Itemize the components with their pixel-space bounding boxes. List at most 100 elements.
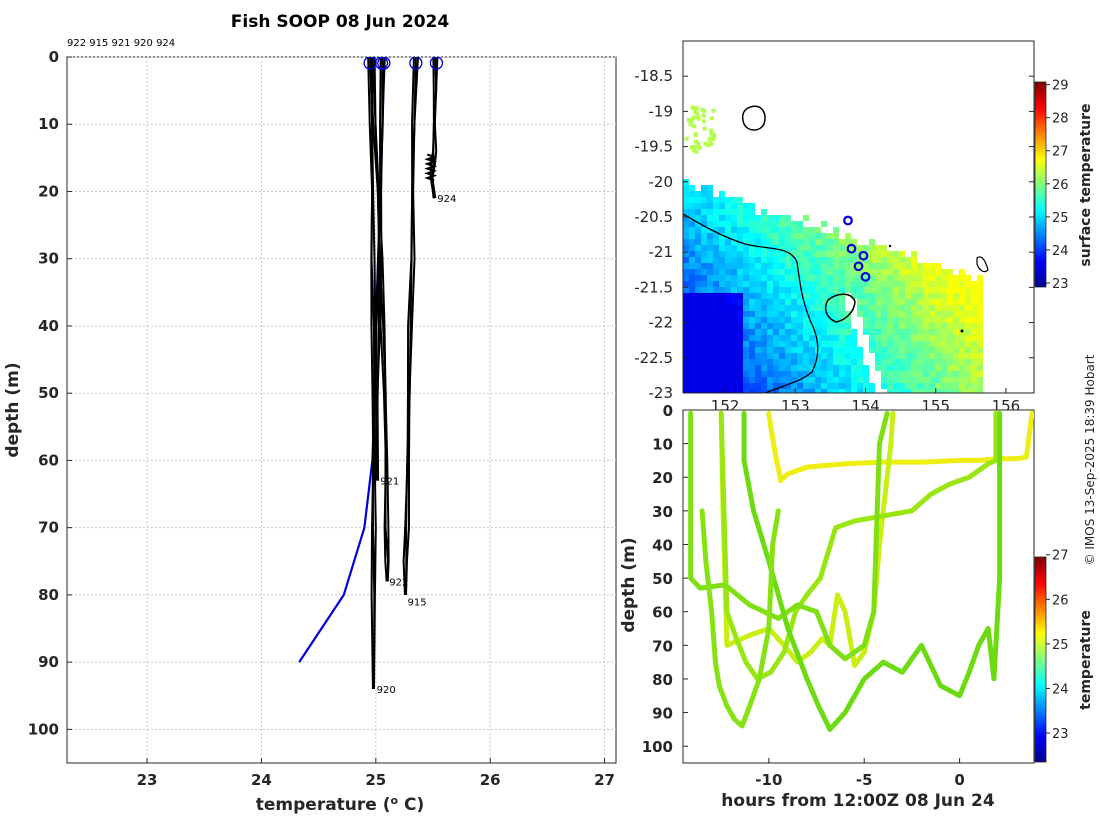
sst-pixel — [863, 329, 869, 335]
sst-pixel — [905, 359, 911, 365]
sst-pixel — [683, 203, 689, 209]
sst-pixel — [695, 191, 701, 197]
sst-pixel — [935, 329, 941, 335]
sst-pixel — [869, 311, 875, 317]
sst-pixel — [833, 287, 839, 293]
sst-pixel — [857, 305, 863, 311]
sst-pixel — [791, 233, 797, 239]
sst-pixel — [755, 281, 761, 287]
sst-pixel — [965, 377, 971, 383]
sst-pixel — [725, 311, 731, 317]
sst-pixel — [899, 371, 905, 377]
sst-pixel — [743, 383, 749, 389]
sst-pixel — [737, 305, 743, 311]
sst-pixel — [851, 341, 857, 347]
sst-pixel — [709, 141, 714, 146]
sst-pixel — [911, 269, 917, 275]
sst-pixel — [815, 341, 821, 347]
sst-pixel — [869, 275, 875, 281]
sst-pixel — [869, 293, 875, 299]
sst-pixel — [689, 245, 695, 251]
sst-pixel — [683, 353, 689, 359]
sst-pixel — [851, 251, 857, 257]
sst-pixel — [695, 293, 701, 299]
sst-pixel — [839, 329, 845, 335]
sst-pixel — [899, 311, 905, 317]
reef-outline-east — [976, 256, 989, 273]
sst-pixel — [941, 359, 947, 365]
sst-pixel — [797, 341, 803, 347]
sst-pixel — [743, 281, 749, 287]
sst-pixel — [857, 269, 863, 275]
sst-pixel — [707, 185, 713, 191]
sst-pixel — [749, 365, 755, 371]
sst-pixel — [743, 359, 749, 365]
sst-pixel — [977, 323, 983, 329]
sst-pixel — [839, 281, 845, 287]
sst-pixel — [851, 257, 857, 263]
sst-pixel — [701, 185, 707, 191]
sst-pixel — [905, 365, 911, 371]
sst-pixel — [935, 389, 941, 393]
sst-pixel — [695, 359, 701, 365]
sst-pixel — [923, 305, 929, 311]
map-colorbar-ticks: 23 24 25 26 27 28 29 — [1046, 79, 1069, 292]
sst-pixel — [899, 389, 905, 393]
sst-pixel — [755, 323, 761, 329]
time-depth-y-tick-label: 10 — [652, 436, 673, 454]
sst-pixel — [947, 287, 953, 293]
sst-pixel — [935, 275, 941, 281]
sst-pixel — [743, 329, 749, 335]
sst-pixel — [971, 299, 977, 305]
sst-pixel — [911, 353, 917, 359]
sst-pixel — [815, 305, 821, 311]
sst-pixel — [737, 233, 743, 239]
sst-pixel — [929, 371, 935, 377]
sst-pixel — [833, 305, 839, 311]
sst-pixel — [941, 377, 947, 383]
profiles-x-tick-label: 26 — [480, 771, 501, 789]
sst-pixel — [743, 293, 749, 299]
sst-pixel — [827, 347, 833, 353]
sst-pixel — [695, 275, 701, 281]
time-depth-colorbar-tick-label: 26 — [1052, 593, 1069, 608]
sst-pixel — [827, 323, 833, 329]
sst-pixel — [971, 353, 977, 359]
ids-header: 922 915 921 920 924 — [67, 38, 175, 49]
sst-pixel — [857, 293, 863, 299]
map-y-tick-label: -20.5 — [634, 208, 673, 226]
sst-pixel — [917, 341, 923, 347]
sst-pixel — [977, 317, 983, 323]
sst-pixel — [869, 305, 875, 311]
sst-pixel — [689, 215, 695, 221]
sst-pixel — [809, 341, 815, 347]
sst-pixel — [695, 341, 701, 347]
sst-pixel — [797, 329, 803, 335]
sst-pixel — [695, 257, 701, 263]
sst-pixel — [875, 263, 881, 269]
sst-pixel — [689, 377, 695, 383]
sst-pixel — [923, 317, 929, 323]
sst-pixel — [833, 269, 839, 275]
sst-pixel — [709, 128, 714, 133]
sst-pixel — [743, 287, 749, 293]
sst-pixel — [881, 305, 887, 311]
sst-pixel — [815, 293, 821, 299]
station-marker — [860, 271, 871, 282]
sst-pixel — [887, 347, 893, 353]
sst-pixel — [941, 311, 947, 317]
sst-pixel — [827, 287, 833, 293]
figure-title: Fish SOOP 08 Jun 2024 — [231, 12, 450, 32]
sst-pixel — [953, 371, 959, 377]
sst-pixel — [911, 287, 917, 293]
sst-pixel — [917, 299, 923, 305]
sst-pixel — [839, 305, 845, 311]
sst-pixel — [887, 329, 893, 335]
sst-pixel — [767, 239, 773, 245]
sst-pixel — [779, 335, 785, 341]
sst-pixel — [905, 275, 911, 281]
sst-pixel — [851, 389, 857, 393]
sst-pixel — [731, 263, 737, 269]
sst-pixel — [797, 353, 803, 359]
sst-pixel — [797, 359, 803, 365]
